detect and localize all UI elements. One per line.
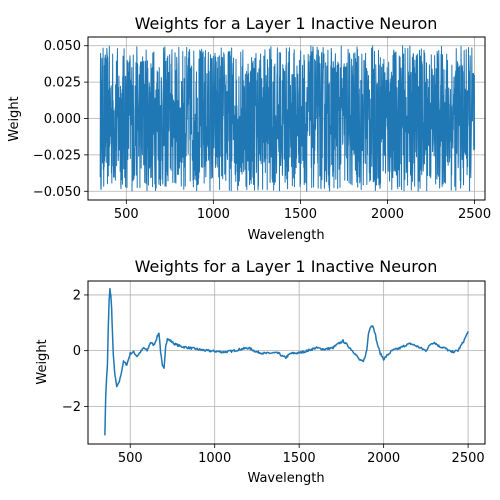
y-axis-label: Weight — [35, 339, 50, 384]
subplot-top: Weights for a Layer 1 Inactive Neuron 50… — [7, 14, 491, 243]
y-tick-label: 0.050 — [44, 39, 81, 54]
chart-title: Weights for a Layer 1 Inactive Neuron — [135, 14, 438, 33]
series-line — [104, 287, 469, 436]
x-axis-label: Wavelength — [247, 228, 324, 243]
x-tick-label: 500 — [114, 207, 139, 222]
y-tick-label: −0.050 — [33, 185, 81, 200]
y-tick-label: 2 — [73, 288, 81, 303]
series-line — [99, 45, 476, 192]
data-series — [99, 45, 476, 192]
y-axis-label: Weight — [7, 96, 22, 141]
x-tick-label: 2000 — [371, 207, 404, 222]
x-axis-ticks: 500 1000 1500 2000 2500 — [114, 200, 491, 222]
y-tick-label: 0.025 — [44, 76, 81, 91]
x-tick-label: 2500 — [452, 451, 485, 466]
y-tick-label: 0 — [73, 344, 81, 359]
data-series — [104, 287, 469, 436]
y-tick-label: −2 — [62, 400, 81, 415]
x-tick-label: 1000 — [197, 207, 230, 222]
x-tick-label: 2000 — [367, 451, 400, 466]
x-tick-label: 1500 — [283, 451, 316, 466]
y-tick-label: 0.000 — [44, 112, 81, 127]
plot-frame — [87, 280, 486, 445]
x-tick-label: 1000 — [198, 451, 231, 466]
x-tick-label: 1500 — [284, 207, 317, 222]
y-axis-ticks: −0.050 −0.025 0.000 0.025 0.050 — [33, 39, 88, 200]
y-tick-label: −0.025 — [33, 148, 81, 163]
y-axis-ticks: −2 0 2 — [62, 288, 88, 415]
x-tick-label: 500 — [118, 451, 143, 466]
grid — [88, 281, 485, 444]
chart-title: Weights for a Layer 1 Inactive Neuron — [135, 257, 438, 276]
x-tick-label: 2500 — [458, 207, 491, 222]
x-axis-ticks: 500 1000 1500 2000 2500 — [118, 444, 485, 466]
subplot-bottom: Weights for a Layer 1 Inactive Neuron 50… — [35, 257, 486, 486]
x-axis-label: Wavelength — [247, 471, 324, 486]
